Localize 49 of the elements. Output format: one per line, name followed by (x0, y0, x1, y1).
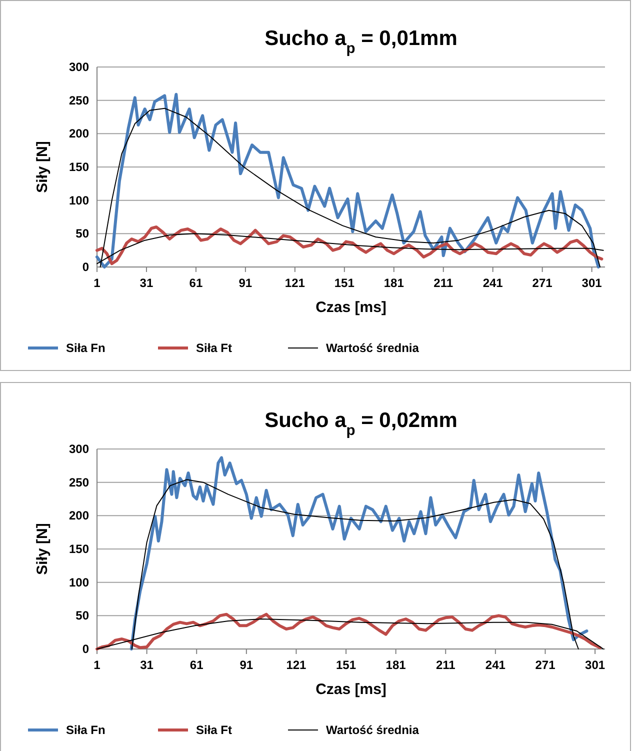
x-tick-label: 91 (238, 276, 252, 290)
x-tick-label: 301 (582, 276, 602, 290)
x-tick-label: 301 (585, 658, 606, 672)
y-tick-label: 300 (68, 60, 90, 74)
x-axis-title: Czas [ms] (316, 299, 386, 316)
y-tick-label: 50 (76, 608, 90, 623)
y-tick-label: 0 (82, 642, 90, 656)
y-tick-label: 250 (68, 475, 90, 490)
x-tick-label: 181 (384, 276, 404, 290)
x-tick-label: 91 (240, 658, 254, 672)
line-series (96, 612, 602, 650)
x-axis-title: Czas [ms] (316, 681, 386, 698)
legend-label: Siła Fn (66, 341, 106, 355)
x-tick-label: 61 (189, 276, 203, 290)
x-tick-label: 1 (94, 276, 101, 290)
y-tick-label: 100 (68, 575, 90, 590)
y-axis-title: Siły [N] (34, 141, 51, 193)
x-tick-label: 211 (434, 276, 454, 290)
y-tick-label: 300 (68, 442, 90, 456)
x-tick-label: 181 (386, 658, 406, 672)
x-tick-label: 241 (482, 276, 504, 290)
x-tick-label: 271 (535, 658, 556, 672)
y-tick-label: 0 (82, 260, 90, 274)
y-tick-label: 250 (68, 93, 90, 108)
x-tick-label: 151 (334, 276, 355, 290)
y-tick-label: 100 (68, 193, 90, 208)
y-tick-label: 50 (76, 226, 90, 241)
legend-label: Siła Ft (196, 723, 232, 737)
x-tick-label: 271 (532, 276, 553, 290)
legend-label: Siła Ft (196, 341, 232, 355)
chart-title: Sucho a$_{p}$ = 0,02mm (264, 409, 458, 439)
legend-label: Siła Fn (66, 723, 106, 737)
legend-label: Wartość średnia (326, 341, 420, 355)
x-tick-label: 61 (190, 658, 204, 672)
y-tick-label: 150 (68, 542, 90, 556)
x-tick-label: 211 (436, 658, 456, 672)
x-tick-label: 241 (485, 658, 506, 672)
x-tick-label: 1 (94, 658, 101, 672)
y-tick-label: 200 (68, 508, 90, 523)
chart-title: Sucho a$_{p}$ = 0,01mm (264, 27, 458, 57)
x-tick-label: 121 (284, 276, 306, 290)
x-tick-label: 31 (140, 658, 154, 672)
x-tick-label: 121 (286, 658, 307, 672)
y-tick-label: 150 (68, 160, 90, 174)
x-tick-label: 31 (140, 276, 154, 290)
y-tick-label: 200 (68, 126, 90, 141)
x-tick-label: 151 (336, 658, 356, 672)
legend-label: Wartość średnia (326, 723, 420, 737)
y-axis-title: Siły [N] (34, 523, 51, 575)
